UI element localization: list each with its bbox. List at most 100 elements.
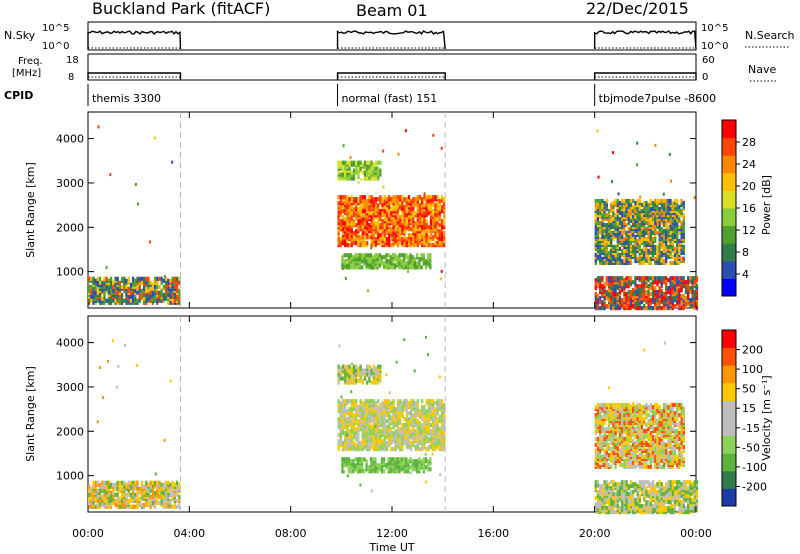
scatter-cell	[153, 279, 156, 283]
range-gate-cell	[398, 257, 401, 262]
range-gate-cell	[599, 458, 602, 463]
range-gate-cell	[410, 407, 413, 412]
range-gate-cell	[105, 480, 108, 485]
range-gate-cell	[389, 255, 392, 260]
range-gate-cell	[427, 409, 430, 414]
range-gate-cell	[418, 257, 421, 262]
range-gate-cell	[149, 484, 152, 489]
range-gate-cell	[640, 276, 644, 281]
range-gate-cell	[361, 243, 364, 248]
range-gate-cell	[427, 253, 430, 258]
range-gate-cell	[676, 206, 679, 212]
range-gate-cell	[599, 402, 602, 408]
range-gate-cell	[605, 276, 608, 281]
cpid-mode-label: normal (fast) 151	[342, 92, 438, 105]
range-gate-cell	[402, 253, 406, 258]
range-gate-cell	[627, 280, 630, 285]
range-gate-cell	[673, 296, 677, 301]
range-gate-cell	[366, 199, 369, 204]
range-gate-cell	[354, 265, 357, 270]
range-gate-cell	[355, 407, 358, 412]
range-gate-cell	[443, 415, 446, 420]
range-gate-cell	[436, 201, 439, 206]
range-gate-cell	[680, 276, 683, 281]
range-gate-cell	[112, 284, 115, 289]
range-gate-cell	[405, 409, 408, 414]
range-gate-cell	[403, 235, 406, 240]
range-gate-cell	[421, 423, 424, 428]
range-gate-cell	[612, 296, 615, 301]
range-gate-cell	[348, 399, 351, 404]
range-gate-cell	[381, 223, 384, 228]
range-gate-cell	[601, 212, 604, 218]
range-gate-cell	[374, 229, 378, 234]
range-gate-cell	[99, 498, 102, 503]
range-gate-cell	[379, 441, 382, 446]
range-gate-cell	[669, 260, 672, 265]
range-gate-cell	[101, 484, 104, 489]
range-gate-cell	[409, 465, 412, 470]
range-gate-cell	[359, 195, 362, 200]
range-gate-cell	[662, 276, 666, 281]
nsky-trace	[87, 30, 182, 50]
range-gate-cell	[167, 292, 170, 297]
range-gate-cell	[361, 368, 364, 373]
cpid-mode-label: tbjmode7pulse -8600	[599, 92, 717, 105]
range-gate-cell	[640, 256, 644, 261]
range-gate-cell	[647, 276, 650, 281]
range-gate-cell	[366, 417, 369, 422]
range-gate-cell	[380, 261, 384, 266]
range-gate-cell	[603, 406, 606, 412]
range-gate-cell	[660, 276, 663, 281]
range-gate-cell	[396, 433, 400, 438]
range-gate-cell	[432, 235, 435, 240]
range-gate-cell	[625, 302, 628, 307]
range-gate-cell	[149, 286, 152, 291]
range-gate-cell	[432, 227, 435, 232]
range-gate-cell	[434, 443, 437, 448]
range-gate-cell	[365, 463, 368, 468]
range-gate-cell	[344, 211, 347, 216]
range-gate-cell	[357, 160, 360, 165]
range-gate-cell	[337, 237, 340, 242]
range-gate-cell	[434, 423, 437, 428]
range-gate-cell	[388, 217, 391, 222]
range-gate-cell	[96, 290, 99, 295]
range-gate-cell	[401, 445, 404, 450]
range-gate-cell	[339, 366, 342, 371]
range-gate-cell	[377, 170, 380, 175]
range-gate-cell	[625, 198, 628, 204]
range-gate-cell	[424, 465, 428, 470]
range-gate-cell	[344, 364, 347, 369]
range-gate-cell	[649, 292, 652, 297]
range-gate-cell	[658, 206, 661, 212]
range-gate-cell	[348, 364, 351, 369]
range-gate-cell	[596, 240, 600, 245]
range-gate-cell	[629, 198, 633, 204]
scatter-cell	[670, 179, 672, 183]
range-gate-cell	[599, 306, 602, 311]
range-gate-cell	[399, 427, 402, 432]
range-gate-cell	[640, 280, 644, 285]
range-gate-cell	[599, 198, 602, 204]
range-gate-cell	[687, 284, 690, 289]
range-gate-cell	[143, 286, 146, 291]
range-gate-cell	[638, 284, 641, 289]
range-gate-cell	[129, 504, 132, 509]
range-gate-cell	[388, 407, 391, 412]
range-gate-cell	[359, 215, 362, 220]
range-gate-cell	[90, 276, 93, 281]
range-gate-cell	[658, 286, 661, 291]
range-gate-cell	[658, 258, 661, 263]
range-gate-cell	[440, 405, 444, 410]
range-gate-cell	[614, 198, 617, 204]
range-gate-cell	[368, 435, 371, 440]
range-gate-cell	[421, 197, 424, 202]
range-gate-cell	[381, 439, 384, 444]
range-gate-cell	[165, 480, 168, 485]
range-gate-cell	[390, 401, 393, 406]
range-gate-cell	[629, 240, 633, 245]
range-gate-cell	[359, 399, 362, 404]
range-gate-cell	[94, 504, 97, 509]
